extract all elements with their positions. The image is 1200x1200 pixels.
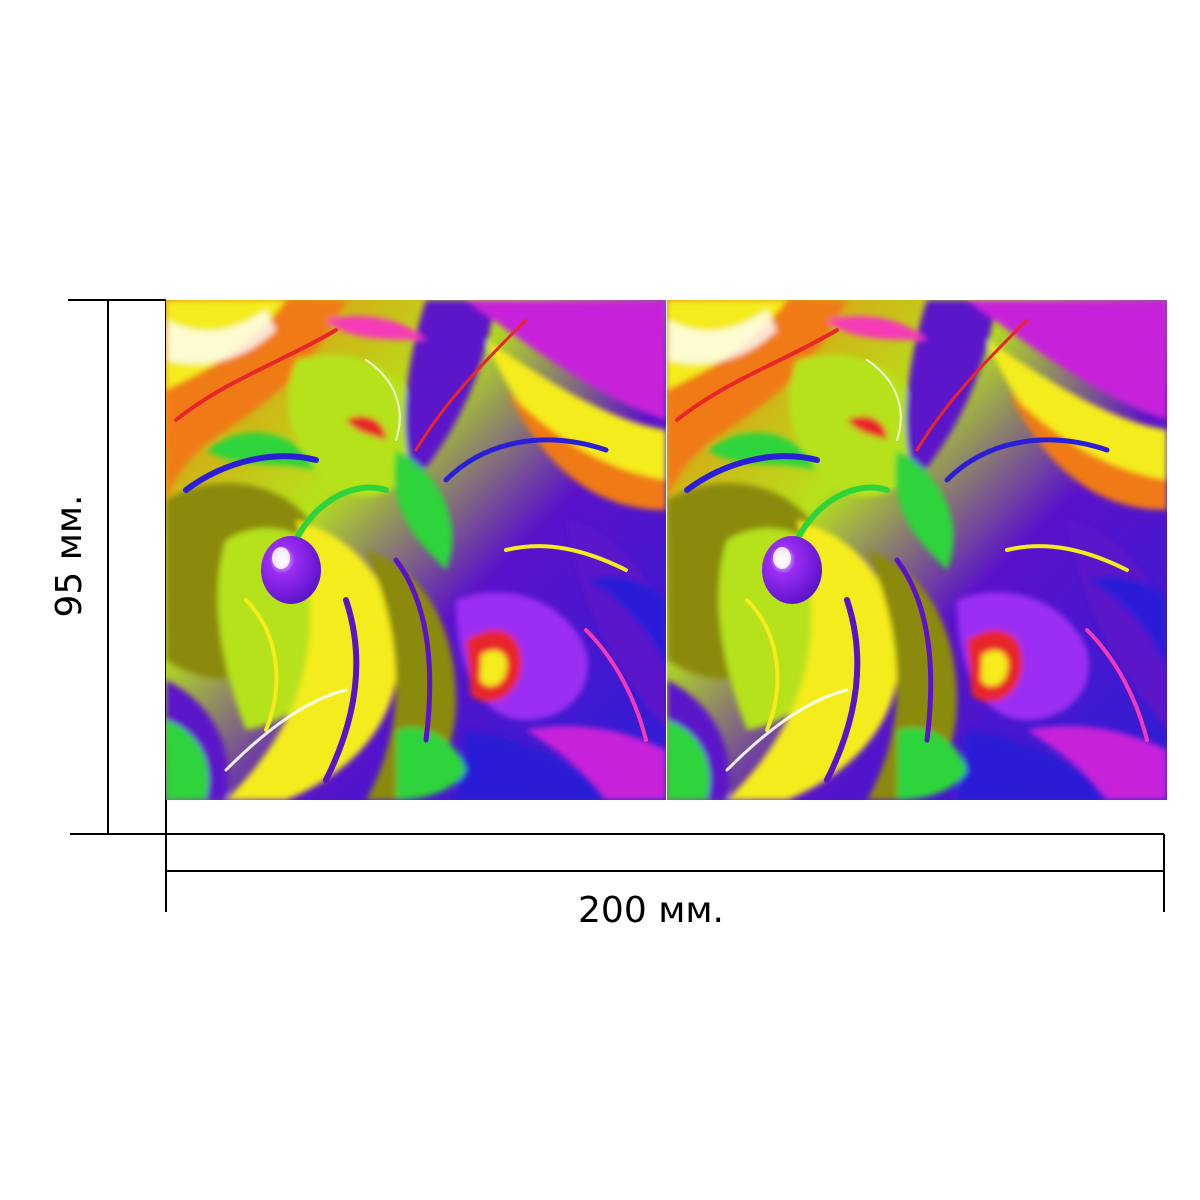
orb-highlight <box>762 536 822 604</box>
swirl-artwork <box>667 300 1167 800</box>
pattern-panel-right <box>667 300 1167 800</box>
swirl-artwork <box>166 300 666 800</box>
pattern-panel-left <box>166 300 666 800</box>
orb-highlight <box>261 536 321 604</box>
width-label: 200 мм. <box>578 890 724 931</box>
height-label: 95 мм. <box>49 494 90 618</box>
